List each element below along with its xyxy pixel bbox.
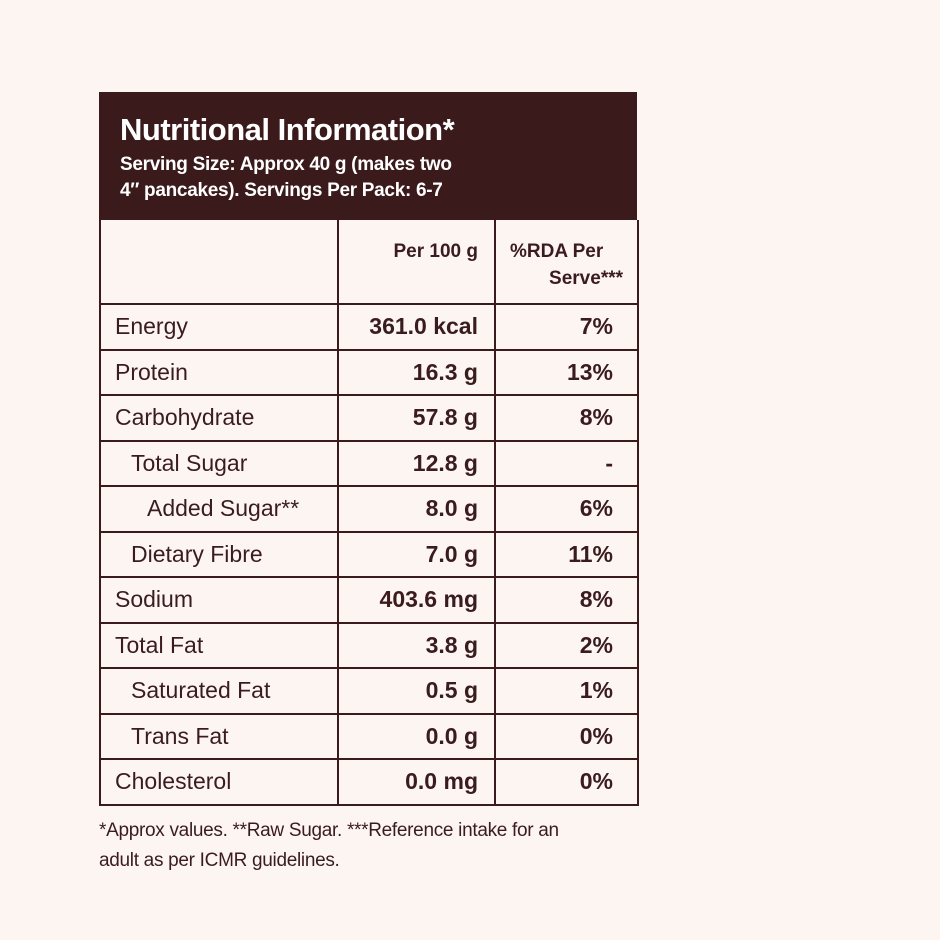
nutrient-name: Saturated Fat: [99, 667, 339, 715]
nutrient-name: Added Sugar**: [99, 485, 339, 533]
per-100g-value: 8.0 g: [337, 485, 496, 533]
column-header-per-100g: Per 100 g: [337, 220, 496, 305]
footnote-line-2: adult as per ICMR guidelines.: [99, 850, 340, 871]
footnote-line-1: *Approx values. **Raw Sugar. ***Referenc…: [99, 820, 559, 841]
nutrient-name: Total Fat: [99, 621, 339, 669]
per-100g-value: 7.0 g: [337, 530, 496, 578]
rda-header-line-2: Serve***: [549, 268, 623, 289]
nutrition-panel: Nutritional Information* Serving Size: A…: [99, 92, 639, 806]
rda-value: -: [494, 439, 639, 487]
per-100g-value: 16.3 g: [337, 348, 496, 396]
rda-value: 2%: [494, 621, 639, 669]
nutrient-name: Trans Fat: [99, 712, 339, 760]
nutrient-name: Energy: [99, 303, 339, 351]
rda-value: 8%: [494, 576, 639, 624]
table-row: Energy 361.0 kcal 7%: [99, 303, 639, 351]
nutrient-name: Dietary Fibre: [99, 530, 339, 578]
per-100g-value: 0.5 g: [337, 667, 496, 715]
rda-value: 13%: [494, 348, 639, 396]
serving-info: Serving Size: Approx 40 g (makes two 4″ …: [120, 152, 617, 204]
nutrient-name: Protein: [99, 348, 339, 396]
serving-line-1: Serving Size: Approx 40 g (makes two: [120, 154, 452, 175]
column-header-rda: %RDA Per Serve***: [494, 220, 639, 305]
rda-header-line-1: %RDA Per: [510, 241, 604, 262]
table-header-row: Per 100 g %RDA Per Serve***: [99, 220, 639, 305]
rda-value: 7%: [494, 303, 639, 351]
table-row: Carbohydrate 57.8 g 8%: [99, 394, 639, 442]
per-100g-value: 361.0 kcal: [337, 303, 496, 351]
per-100g-value: 0.0 g: [337, 712, 496, 760]
per-100g-value: 57.8 g: [337, 394, 496, 442]
per-100g-value: 403.6 mg: [337, 576, 496, 624]
per-100g-value: 0.0 mg: [337, 758, 496, 806]
table-row: Added Sugar** 8.0 g 6%: [99, 485, 639, 533]
table-row: Trans Fat 0.0 g 0%: [99, 712, 639, 760]
panel-title: Nutritional Information*: [120, 112, 455, 147]
nutrient-name: Sodium: [99, 576, 339, 624]
table-row: Dietary Fibre 7.0 g 11%: [99, 530, 639, 578]
nutrient-name: Carbohydrate: [99, 394, 339, 442]
rda-value: 0%: [494, 712, 639, 760]
nutrition-table: Per 100 g %RDA Per Serve*** Energy 361.0 k…: [99, 220, 639, 806]
rda-value: 11%: [494, 530, 639, 578]
column-header-nutrient: [99, 220, 339, 305]
rda-value: 6%: [494, 485, 639, 533]
table-row: Protein 16.3 g 13%: [99, 348, 639, 396]
footnote: *Approx values. **Raw Sugar. ***Referenc…: [99, 816, 659, 876]
table-row: Sodium 403.6 mg 8%: [99, 576, 639, 624]
rda-value: 1%: [494, 667, 639, 715]
per-100g-value: 3.8 g: [337, 621, 496, 669]
nutrient-name: Total Sugar: [99, 439, 339, 487]
table-row: Cholesterol 0.0 mg 0%: [99, 758, 639, 806]
rda-value: 0%: [494, 758, 639, 806]
table-row: Total Sugar 12.8 g-: [99, 439, 639, 487]
nutrition-header: Nutritional Information* Serving Size: A…: [99, 92, 637, 220]
table-row: Saturated Fat 0.5 g 1%: [99, 667, 639, 715]
per-100g-value: 12.8 g: [337, 439, 496, 487]
table-row: Total Fat 3.8 g 2%: [99, 621, 639, 669]
nutrient-name: Cholesterol: [99, 758, 339, 806]
rda-value: 8%: [494, 394, 639, 442]
serving-line-2: 4″ pancakes). Servings Per Pack: 6-7: [120, 180, 443, 201]
